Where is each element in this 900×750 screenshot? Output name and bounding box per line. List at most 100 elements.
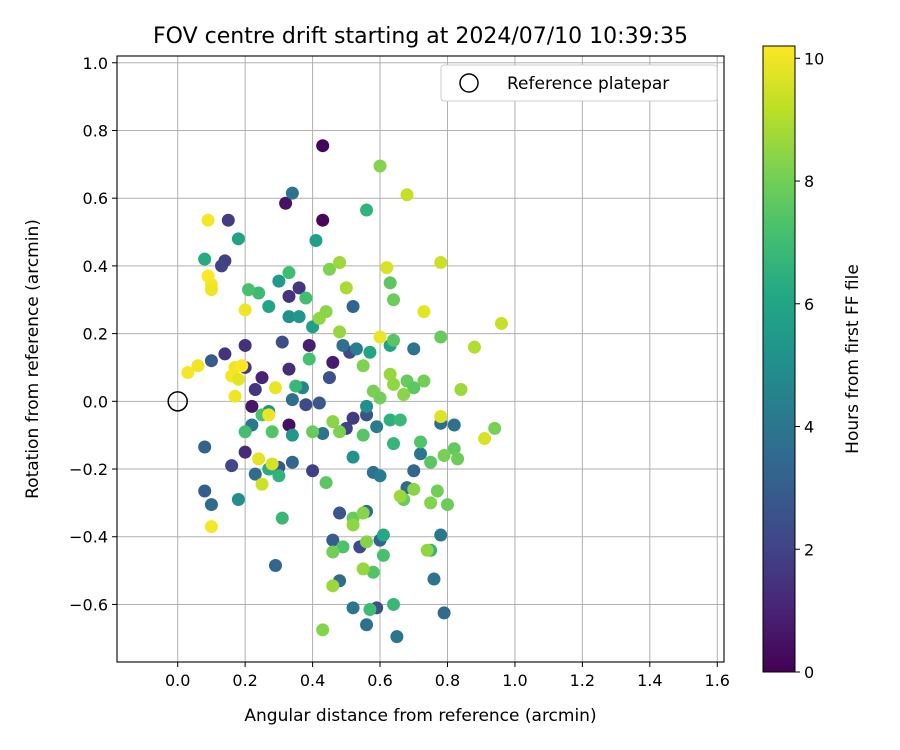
x-tick-label: 1.2 [570, 671, 595, 690]
data-point [255, 477, 269, 491]
data-point [201, 213, 215, 227]
data-point [275, 511, 289, 525]
data-point [437, 606, 451, 620]
data-point [204, 520, 218, 534]
data-point [282, 418, 296, 432]
data-point [360, 618, 374, 632]
data-point [306, 464, 320, 478]
data-point [238, 338, 252, 352]
plot-frame [116, 55, 725, 663]
colorbar-tick-label: 8 [804, 172, 814, 191]
y-tick-label: 0.4 [83, 257, 108, 276]
data-point [363, 603, 377, 617]
data-point [268, 381, 282, 395]
data-point [424, 496, 438, 510]
legend-entry-label: Reference platepar [507, 74, 669, 94]
data-point [302, 338, 316, 352]
data-point [248, 382, 262, 396]
data-point [306, 425, 320, 439]
data-point [373, 469, 387, 483]
colorbar-tick-label: 6 [804, 295, 814, 314]
data-point [454, 382, 468, 396]
data-point [221, 213, 235, 227]
data-point [356, 428, 370, 442]
data-point [427, 572, 441, 586]
data-point [309, 234, 323, 248]
data-point [204, 283, 218, 297]
data-point [376, 548, 390, 562]
data-point [238, 425, 252, 439]
data-point [326, 545, 340, 559]
data-point [407, 464, 421, 478]
data-point [285, 393, 299, 407]
reference-marker-group [167, 391, 188, 412]
data-point [279, 196, 293, 210]
data-point [333, 325, 347, 339]
data-point [467, 340, 481, 354]
data-point [346, 411, 360, 425]
y-tick-label: 0.0 [83, 392, 108, 411]
data-point [285, 186, 299, 200]
colorbar-ticks: 0 2 4 6 8 10 [795, 49, 824, 682]
data-point [366, 565, 380, 579]
colorbar-tick-label: 4 [804, 418, 814, 437]
data-point [414, 435, 427, 449]
data-point [370, 420, 384, 434]
data-point [225, 459, 239, 473]
colorbar: 0 2 4 6 8 10 Hours from first FF file [762, 45, 863, 682]
data-point [285, 455, 299, 469]
data-point [265, 425, 279, 439]
data-point [356, 506, 370, 520]
data-point [387, 437, 401, 451]
data-point [380, 261, 394, 275]
data-point [316, 213, 330, 227]
legend-box [440, 64, 718, 102]
data-point [424, 455, 438, 469]
data-point [387, 597, 401, 611]
data-point [231, 492, 245, 506]
data-point [383, 367, 397, 381]
data-point [346, 518, 360, 532]
data-point [292, 281, 306, 295]
data-point [383, 276, 397, 290]
data-point [245, 399, 259, 413]
x-tick-label: 1.0 [502, 671, 527, 690]
data-point [407, 482, 421, 496]
data-point [289, 379, 303, 393]
data-point [312, 396, 326, 410]
data-point [262, 300, 276, 314]
x-tick-label: 1.6 [705, 671, 730, 690]
data-point [387, 377, 401, 391]
y-tick-label: 0.8 [83, 121, 108, 140]
data-point [333, 425, 347, 439]
data-point [397, 388, 411, 402]
data-point [356, 359, 370, 373]
data-point [191, 359, 205, 373]
data-point [204, 354, 218, 368]
data-point [322, 262, 336, 276]
data-point [248, 467, 262, 481]
colorbar-tick-label: 10 [804, 49, 824, 68]
data-point [282, 266, 296, 280]
legend-reference-marker [459, 73, 479, 93]
y-tick-label: 0.6 [83, 189, 108, 208]
data-point [360, 535, 374, 549]
grid-lines [117, 56, 724, 662]
x-tick-label: 0.6 [367, 671, 392, 690]
y-tick-label: 0.2 [83, 325, 108, 344]
y-tick-label: 1.0 [83, 54, 108, 73]
data-point [346, 450, 360, 464]
data-point [356, 562, 370, 576]
data-point [373, 330, 387, 344]
data-point [376, 528, 390, 542]
data-point [231, 372, 245, 386]
data-point [494, 316, 508, 330]
data-point [326, 579, 340, 593]
data-point [316, 426, 330, 440]
data-point [333, 256, 347, 270]
data-point [231, 232, 245, 246]
data-point [215, 259, 229, 273]
data-point [275, 335, 289, 349]
data-point [228, 389, 242, 403]
data-point [383, 413, 397, 427]
